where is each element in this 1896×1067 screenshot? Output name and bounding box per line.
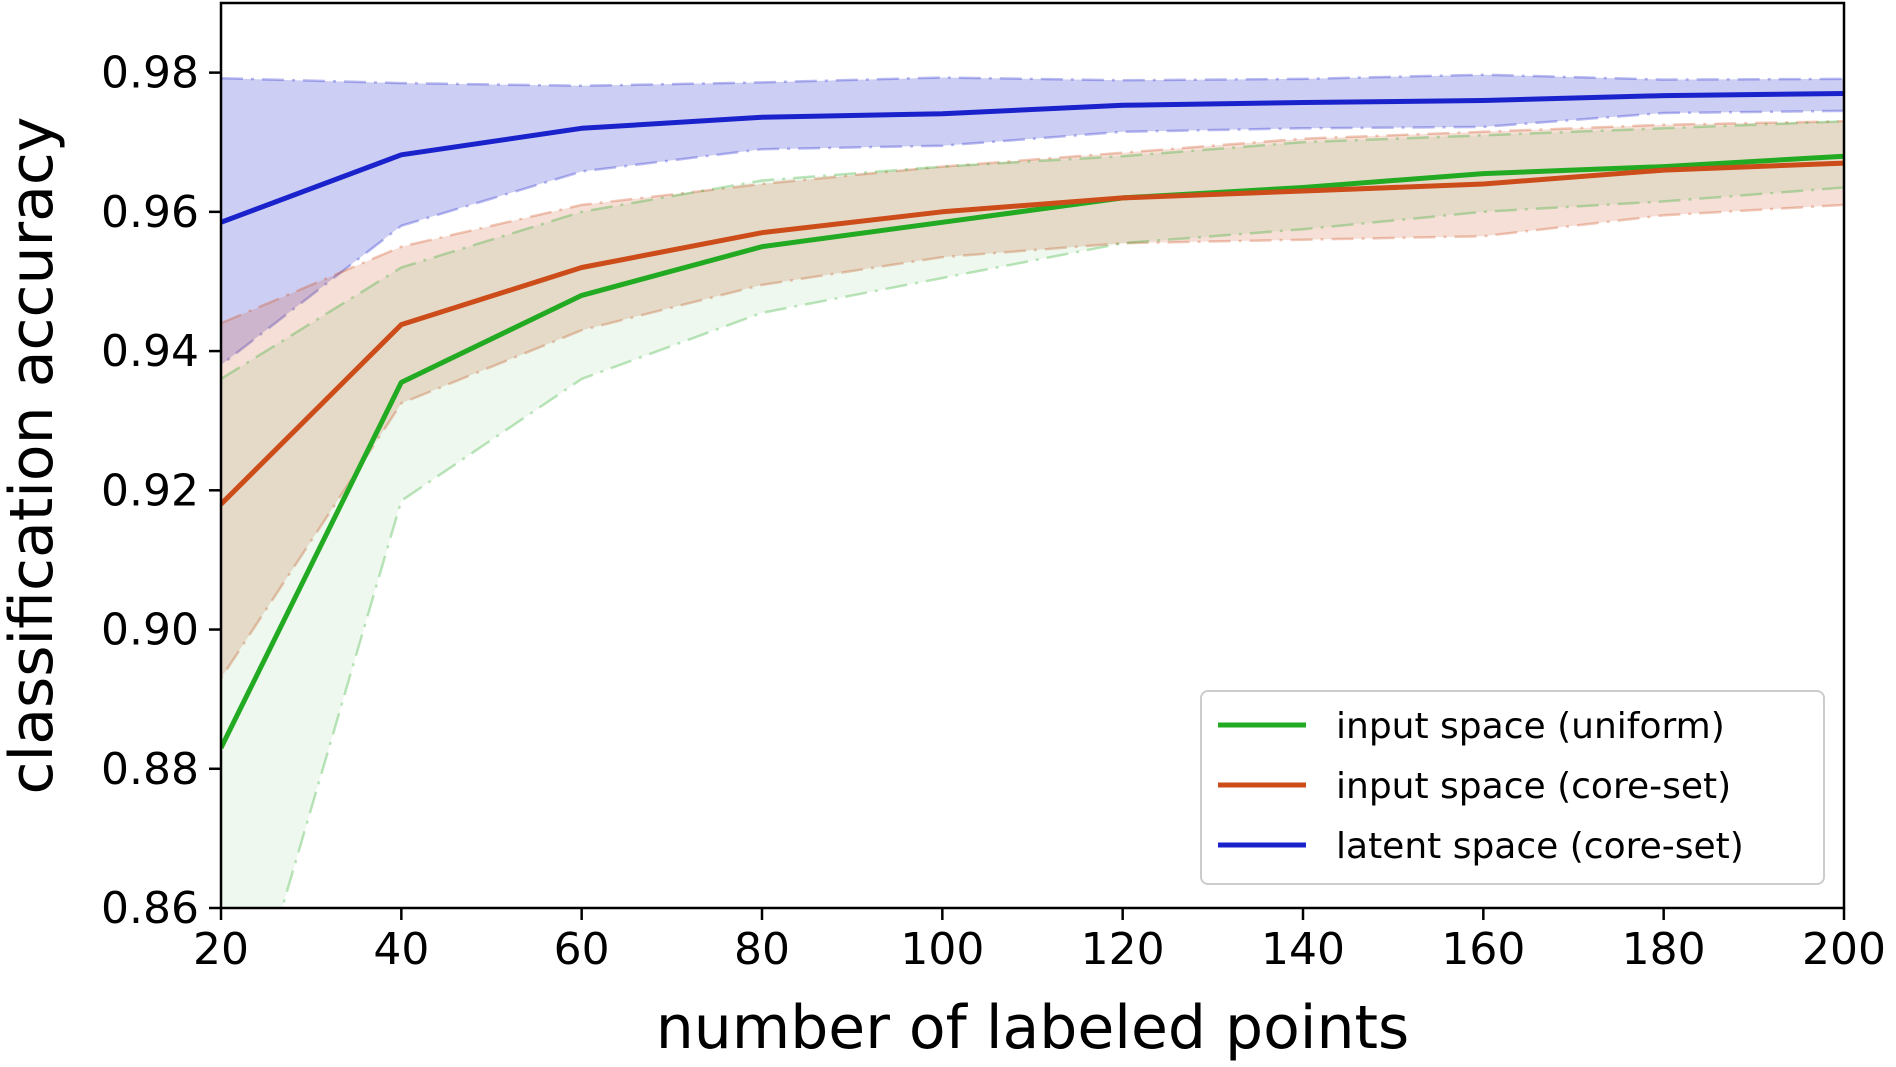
lower-bound-line-latent-space-core-set (221, 109, 1844, 366)
y-tick-label: 0.88 (101, 744, 199, 795)
x-tick-label: 120 (1081, 924, 1165, 975)
x-tick-label: 200 (1802, 924, 1886, 975)
y-tick-label: 0.96 (101, 187, 199, 238)
upper-bound-line-input-space-uniform (221, 120, 1844, 380)
legend-label: latent space (core-set) (1336, 826, 1744, 867)
x-axis-label: number of labeled points (656, 993, 1410, 1063)
x-tick-label: 20 (193, 924, 249, 975)
y-axis-label: classification accuracy (0, 117, 67, 795)
y-tick-label: 0.92 (101, 465, 199, 516)
y-tick-label: 0.98 (101, 48, 199, 99)
lower-bound-line-input-space-core-set (221, 203, 1844, 679)
confidence-band-latent-space-core-set (221, 74, 1844, 365)
legend-label: input space (core-set) (1336, 766, 1731, 807)
legend: input space (uniform) input space (core-s… (1200, 690, 1825, 885)
x-tick-label: 80 (734, 924, 790, 975)
y-tick-label: 0.94 (101, 326, 199, 377)
series-line-input-space-uniform (221, 153, 1844, 750)
y-tick-label: 0.90 (101, 605, 199, 656)
x-tick-label: 40 (373, 924, 429, 975)
upper-bound-line-input-space-core-set (221, 120, 1844, 325)
x-tick-label: 60 (554, 924, 610, 975)
legend-label: input space (uniform) (1336, 706, 1725, 747)
series-line-input-space-core-set (221, 160, 1844, 506)
plot-frame (219, 1, 1846, 910)
x-tick-label: 100 (900, 924, 984, 975)
x-tick-label: 180 (1622, 924, 1706, 975)
series-line-latent-space-core-set (221, 91, 1844, 225)
y-tick-label: 0.86 (101, 883, 199, 934)
x-tick-label: 140 (1261, 924, 1345, 975)
confidence-band-input-space-uniform (221, 121, 1844, 908)
x-tick-label: 160 (1441, 924, 1525, 975)
legend-box (1200, 690, 1825, 885)
upper-bound-line-latent-space-core-set (221, 73, 1844, 88)
